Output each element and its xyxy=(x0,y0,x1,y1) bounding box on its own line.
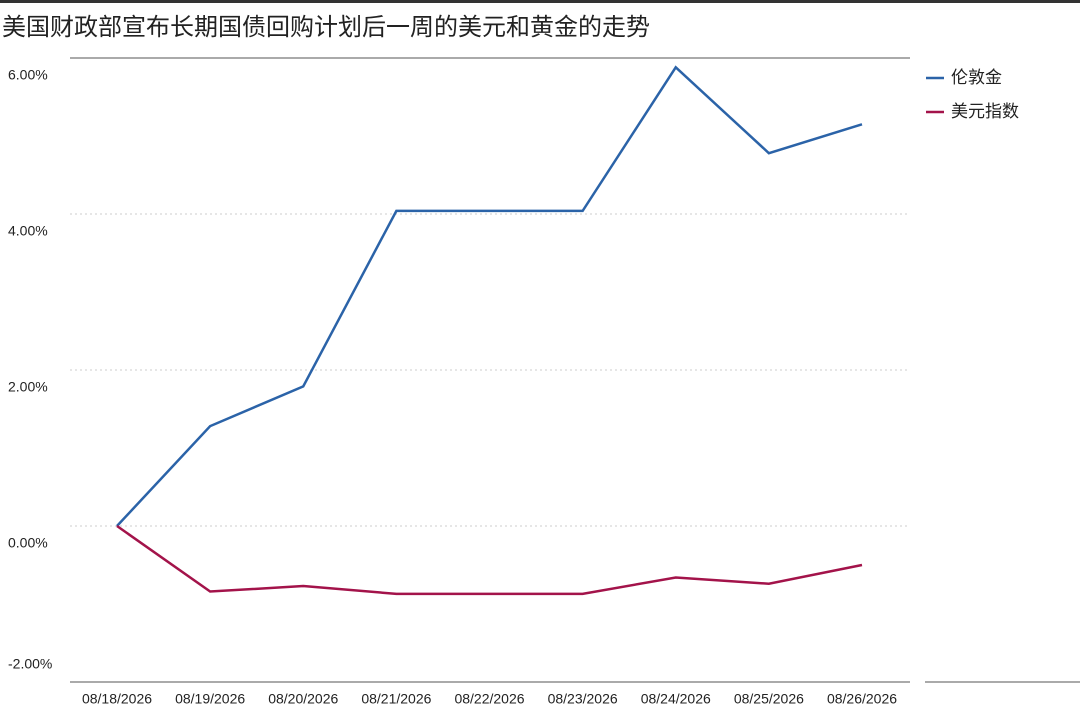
y-tick-label: 4.00% xyxy=(8,223,48,239)
chart-title: 美国财政部宣布长期国债回购计划后一周的美元和黄金的走势 xyxy=(2,13,650,41)
x-tick-label: 08/19/2026 xyxy=(175,691,245,707)
x-tick-label: 08/26/2026 xyxy=(827,691,897,707)
series-line xyxy=(116,524,863,596)
legend-label: 伦敦金 xyxy=(951,68,1002,88)
x-tick-label: 08/18/2026 xyxy=(82,691,152,707)
y-tick-label: 2.00% xyxy=(8,379,48,395)
x-tick-label: 08/22/2026 xyxy=(454,691,524,707)
y-tick-label: -2.00% xyxy=(8,656,52,672)
x-tick-label: 08/20/2026 xyxy=(268,691,338,707)
x-tick-label: 08/25/2026 xyxy=(734,691,804,707)
y-tick-label: 6.00% xyxy=(8,67,48,83)
x-tick-label: 08/21/2026 xyxy=(361,691,431,707)
x-tick-label: 08/24/2026 xyxy=(641,691,711,707)
series-line xyxy=(116,65,863,527)
legend-label: 美元指数 xyxy=(951,102,1019,122)
y-tick-label: 0.00% xyxy=(8,535,48,551)
x-tick-label: 08/23/2026 xyxy=(548,691,618,707)
